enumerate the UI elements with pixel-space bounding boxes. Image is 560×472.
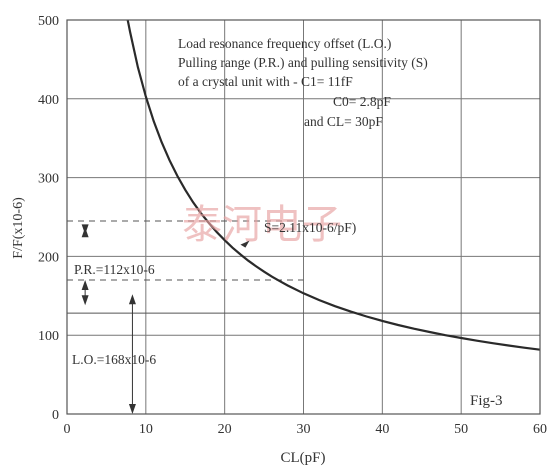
x-tick-labels: 0 10 20 30 40 50 60 <box>64 422 548 437</box>
x-tick-label: 50 <box>454 422 468 437</box>
y-tick-labels: 0 100 200 300 400 500 <box>38 14 59 423</box>
series-line <box>126 19 541 351</box>
description-line-2: Pulling range (P.R.) and pulling sensiti… <box>178 55 428 70</box>
x-tick-label: 0 <box>64 422 71 437</box>
description-line-5: and CL= 30pF <box>304 114 383 129</box>
range-arrow-head <box>128 294 136 305</box>
plot-frame <box>66 19 541 415</box>
description-line-4: C0= 2.8pF <box>333 94 391 109</box>
y-tick-label: 500 <box>38 14 59 29</box>
y-tick-label: 100 <box>38 329 59 344</box>
x-tick-label: 10 <box>139 422 153 437</box>
sensitivity-label: S=2.11x10-6/pF) <box>264 220 356 235</box>
range-arrow-head <box>81 295 89 306</box>
range-arrow-head <box>81 280 89 291</box>
reference-lines <box>67 220 540 314</box>
sensitivity-point-marker <box>240 240 250 248</box>
range-arrow-head <box>81 224 89 235</box>
watermark: 泰河电子 <box>182 202 342 248</box>
x-tick-label: 40 <box>375 422 389 437</box>
description-line-1: Load resonance frequency offset (L.O.) <box>178 36 391 51</box>
x-tick-label: 20 <box>218 422 232 437</box>
load-offset-label: L.O.=168x10-6 <box>72 352 156 367</box>
range-arrow-head <box>128 404 136 414</box>
y-tick-label: 300 <box>38 172 59 187</box>
y-tick-label: 0 <box>52 408 59 423</box>
range-arrows <box>81 224 136 414</box>
figure-label: Fig-3 <box>470 393 503 409</box>
y-tick-label: 200 <box>38 250 59 265</box>
x-tick-label: 30 <box>297 422 311 437</box>
description-line-3: of a crystal unit with - C1= 11fF <box>178 74 353 89</box>
x-tick-label: 60 <box>533 422 547 437</box>
pulling-range-label: P.R.=112x10-6 <box>74 262 155 277</box>
y-tick-label: 400 <box>38 93 59 108</box>
grid <box>67 20 540 414</box>
y-axis-label: F/F(x10-6) <box>11 197 26 259</box>
x-axis-label: CL(pF) <box>281 450 326 466</box>
